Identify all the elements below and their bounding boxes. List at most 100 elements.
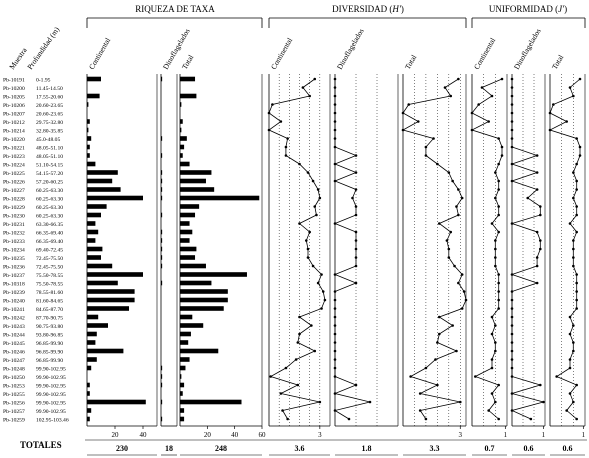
data-point bbox=[497, 162, 500, 166]
data-point bbox=[490, 392, 494, 395]
data-point bbox=[464, 298, 468, 302]
data-point bbox=[457, 188, 460, 191]
tick-label: 40 bbox=[140, 431, 148, 439]
data-point bbox=[436, 341, 439, 344]
panel-label-7: Dinoflagelados bbox=[512, 27, 543, 71]
data-point bbox=[308, 94, 311, 98]
data-point bbox=[538, 239, 542, 242]
data-point bbox=[477, 103, 480, 106]
data-point bbox=[497, 383, 500, 387]
data-point bbox=[333, 366, 337, 370]
data-point bbox=[333, 120, 337, 123]
data-point bbox=[306, 256, 310, 259]
group-title-2: UNIFORMIDAD (J') bbox=[489, 4, 567, 14]
data-point bbox=[313, 349, 317, 353]
data-point bbox=[497, 205, 500, 208]
bar bbox=[180, 391, 183, 396]
data-point bbox=[311, 179, 315, 183]
data-point bbox=[333, 103, 337, 106]
data-point bbox=[333, 349, 337, 353]
data-point bbox=[497, 188, 500, 191]
data-point bbox=[333, 137, 337, 140]
data-point bbox=[510, 273, 514, 276]
data-point bbox=[555, 375, 558, 378]
data-point bbox=[451, 324, 454, 327]
data-point bbox=[535, 256, 539, 259]
data-point bbox=[497, 137, 500, 140]
bar bbox=[87, 76, 101, 82]
sample-depth: 66.35-69.40 bbox=[36, 231, 63, 237]
sample-depth: 96.85-99.90 bbox=[36, 358, 63, 364]
data-point bbox=[354, 230, 358, 234]
data-point bbox=[510, 366, 514, 370]
sample-depth: 96.85-99.90 bbox=[36, 341, 63, 347]
data-point bbox=[568, 332, 572, 336]
data-point bbox=[510, 103, 514, 106]
data-point bbox=[333, 375, 337, 378]
data-point bbox=[490, 94, 494, 98]
bar bbox=[180, 76, 196, 82]
data-point bbox=[572, 196, 575, 200]
data-point bbox=[510, 392, 514, 395]
bar bbox=[87, 212, 101, 218]
data-point bbox=[510, 222, 514, 225]
data-point bbox=[568, 86, 572, 89]
total-value: 18 bbox=[165, 444, 173, 453]
sample-depth: 20.60-23.65 bbox=[36, 103, 63, 109]
series-line bbox=[510, 79, 545, 420]
sample-id: Pb-10191 bbox=[3, 78, 25, 84]
data-point bbox=[572, 324, 575, 327]
data-point bbox=[311, 264, 315, 268]
data-point bbox=[510, 162, 514, 166]
data-point bbox=[538, 213, 542, 217]
data-point bbox=[494, 247, 497, 251]
data-point bbox=[575, 417, 578, 421]
sample-id: Pb-10250 bbox=[3, 375, 25, 381]
data-point bbox=[318, 400, 322, 404]
sample-id: Pb-10253 bbox=[3, 384, 25, 390]
sample-depth: 84.65-87.70 bbox=[36, 307, 63, 313]
data-point bbox=[447, 247, 451, 251]
data-point bbox=[572, 171, 575, 174]
data-point bbox=[354, 281, 358, 285]
data-point bbox=[510, 111, 514, 115]
bar bbox=[180, 204, 200, 209]
data-point bbox=[510, 145, 514, 149]
data-point bbox=[320, 307, 323, 310]
bar bbox=[87, 348, 124, 354]
data-point bbox=[494, 324, 497, 327]
total-value: 230 bbox=[116, 444, 128, 453]
data-point bbox=[323, 298, 327, 302]
bar bbox=[180, 263, 206, 269]
bar bbox=[180, 331, 191, 337]
bar bbox=[180, 136, 187, 141]
bar bbox=[87, 382, 90, 388]
data-point bbox=[304, 239, 308, 242]
sample-id: Pb-10224 bbox=[3, 163, 25, 169]
data-point bbox=[279, 120, 283, 123]
data-point bbox=[354, 383, 358, 387]
data-point bbox=[347, 417, 351, 421]
data-point bbox=[510, 128, 514, 132]
bar bbox=[180, 178, 206, 184]
data-point bbox=[333, 162, 337, 166]
data-point bbox=[315, 213, 318, 217]
data-point bbox=[510, 77, 514, 81]
sample-id: Pb-10206 bbox=[3, 103, 25, 109]
data-point bbox=[572, 247, 575, 251]
data-point bbox=[279, 392, 283, 395]
data-point bbox=[333, 307, 337, 310]
sample-id: Pb-10247 bbox=[3, 358, 25, 364]
bar bbox=[180, 408, 185, 413]
sample-depth: 81.60-84.65 bbox=[36, 299, 63, 305]
data-point bbox=[487, 120, 490, 123]
sample-id: Pb-10237 bbox=[3, 273, 25, 279]
data-point bbox=[437, 315, 441, 319]
data-point bbox=[445, 239, 449, 242]
tick-label: 20 bbox=[204, 431, 212, 439]
sample-id: Pb-10220 bbox=[3, 137, 25, 143]
data-point bbox=[510, 324, 514, 327]
data-point bbox=[318, 196, 322, 200]
data-point bbox=[333, 145, 337, 149]
